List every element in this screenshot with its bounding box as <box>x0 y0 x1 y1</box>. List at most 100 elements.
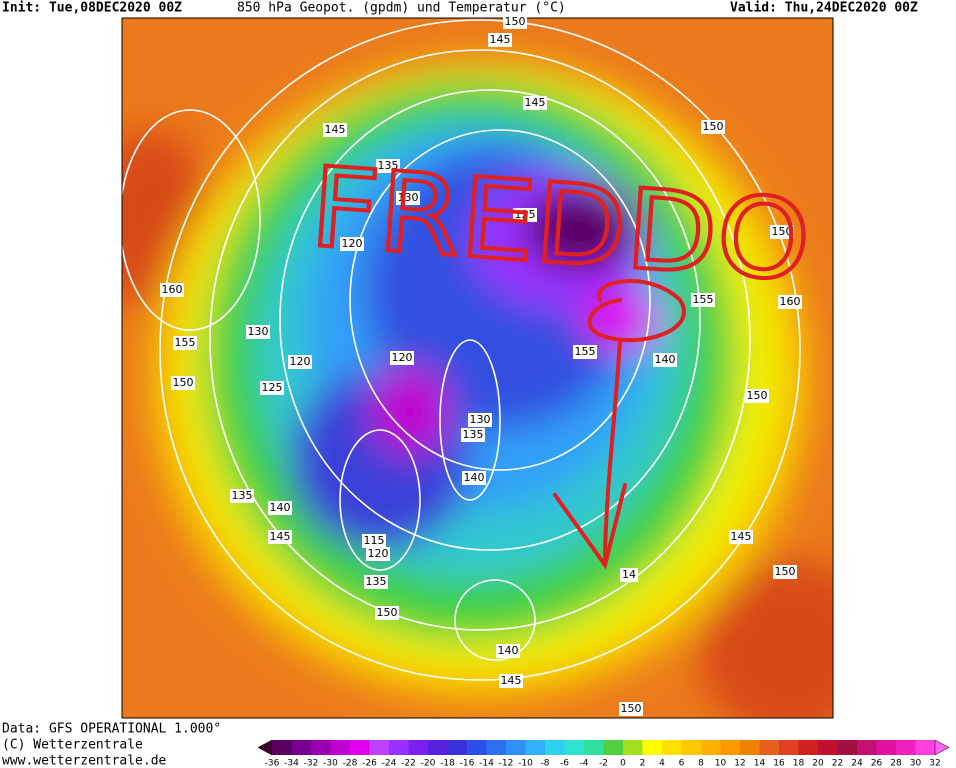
colorbar-label: -6 <box>560 759 569 768</box>
contour-label: 150 <box>621 702 642 715</box>
contour-label: 150 <box>747 389 768 402</box>
colorbar-segment <box>857 740 877 755</box>
colorbar-end <box>934 739 950 756</box>
colorbar-label: -12 <box>499 759 514 768</box>
colorbar-segment <box>350 740 370 755</box>
colorbar-segment <box>740 740 760 755</box>
colorbar-segment <box>701 740 721 755</box>
colorbar-segment <box>369 740 390 755</box>
colorbar-label: 26 <box>871 759 883 768</box>
colorbar-segment <box>837 740 858 755</box>
contour-label: 150 <box>772 225 793 238</box>
colorbar-end <box>257 739 273 756</box>
colorbar-label: 14 <box>754 759 766 768</box>
contour-label: 145 <box>731 530 752 543</box>
contour-label: 145 <box>325 123 346 136</box>
colorbar-segment <box>623 740 643 755</box>
contour-label: 115 <box>364 534 385 547</box>
contour-label: 120 <box>290 355 311 368</box>
contour-label: 155 <box>693 293 714 306</box>
colorbar-segment <box>798 740 819 755</box>
contour-label: 120 <box>392 351 413 364</box>
contour-label: 145 <box>525 96 546 109</box>
colorbar-label: -14 <box>479 759 494 768</box>
contour-label: 120 <box>342 237 363 250</box>
colorbar-label: -30 <box>323 759 338 768</box>
contour-label: 125 <box>262 381 283 394</box>
contour-label: 135 <box>463 428 484 441</box>
colorbar-label: 20 <box>812 759 824 768</box>
colorbar-segment <box>545 740 565 755</box>
annotation-arrow <box>553 279 686 570</box>
colorbar-label: 24 <box>851 759 863 768</box>
colorbar-segment <box>291 740 312 755</box>
contour-label: 130 <box>398 191 419 204</box>
colorbar-label: -34 <box>284 759 299 768</box>
contour-label: 140 <box>655 353 676 366</box>
colorbar-label: -4 <box>580 759 589 768</box>
contour-label: 135 <box>232 489 253 502</box>
contour-label: 120 <box>368 547 389 560</box>
colorbar-segment <box>915 740 936 755</box>
colorbar-label: 30 <box>910 759 922 768</box>
colorbar-segment <box>662 740 682 755</box>
colorbar-segment <box>389 740 409 755</box>
contour-label: 140 <box>270 501 291 514</box>
colorbar-label: -10 <box>518 759 533 768</box>
colorbar-segment <box>720 740 741 755</box>
colorbar-label: 10 <box>715 759 727 768</box>
contour-label: 160 <box>780 295 801 308</box>
colorbar-segment <box>876 740 897 755</box>
colorbar-label: 8 <box>698 759 704 768</box>
colorbar-segment <box>564 740 585 755</box>
colorbar-segment <box>428 740 448 755</box>
colorbar-label: 28 <box>890 759 902 768</box>
contour-label: 145 <box>501 674 522 687</box>
colorbar-segment <box>642 740 663 755</box>
contour-label: 14 <box>622 568 636 581</box>
colorbar-label: -24 <box>382 759 397 768</box>
colorbar: -36 -34 -32 -30 -28 -26 -24 -22 -20 -18 -16 -14 -12-… <box>257 739 950 768</box>
map <box>122 18 833 718</box>
contour-label: 145 <box>490 33 511 46</box>
colorbar-label: 2 <box>640 759 646 768</box>
colorbar-label: 18 <box>793 759 805 768</box>
init-time: Init: Tue,08DEC2020 00Z <box>2 1 182 16</box>
colorbar-segment <box>779 740 799 755</box>
contour-label: 160 <box>162 283 183 296</box>
colorbar-label: 16 <box>773 759 785 768</box>
map-frame <box>121 17 834 719</box>
contour-label: 125 <box>515 208 536 221</box>
website: www.wetterzentrale.de <box>2 754 167 768</box>
valid-time: Valid: Thu,24DEC2020 00Z <box>730 1 918 16</box>
colorbar-segment <box>272 740 292 755</box>
colorbar-segment <box>759 740 780 755</box>
contour-label: 140 <box>464 471 485 484</box>
colorbar-segment <box>311 740 331 755</box>
colorbar-label: -18 <box>440 759 455 768</box>
map-title: 850 hPa Geopot. (gpdm) und Temperatur (°… <box>237 1 566 16</box>
colorbar-segment <box>584 740 604 755</box>
contour-label: 135 <box>378 159 399 172</box>
colorbar-segment <box>408 740 429 755</box>
colorbar-segment <box>467 740 487 755</box>
colorbar-label: -22 <box>401 759 416 768</box>
contour-label: 135 <box>366 575 387 588</box>
colorbar-label: -20 <box>421 759 436 768</box>
contour-label: 150 <box>703 120 724 133</box>
colorbar-label: -2 <box>599 759 608 768</box>
colorbar-label: -16 <box>460 759 475 768</box>
contour-label: 150 <box>775 565 796 578</box>
colorbar-segment <box>681 740 702 755</box>
contour-labels: 150 145 145 150 145 135 130 120 125 150 … <box>160 15 802 716</box>
colorbar-label: 4 <box>659 759 665 768</box>
contour-label: 155 <box>175 336 196 349</box>
contour-label: 130 <box>470 413 491 426</box>
colorbar-segment <box>330 740 351 755</box>
colorbar-segment <box>896 740 916 755</box>
contour-label: 150 <box>173 376 194 389</box>
colorbar-segment <box>506 740 526 755</box>
colorbar-label: -28 <box>343 759 358 768</box>
